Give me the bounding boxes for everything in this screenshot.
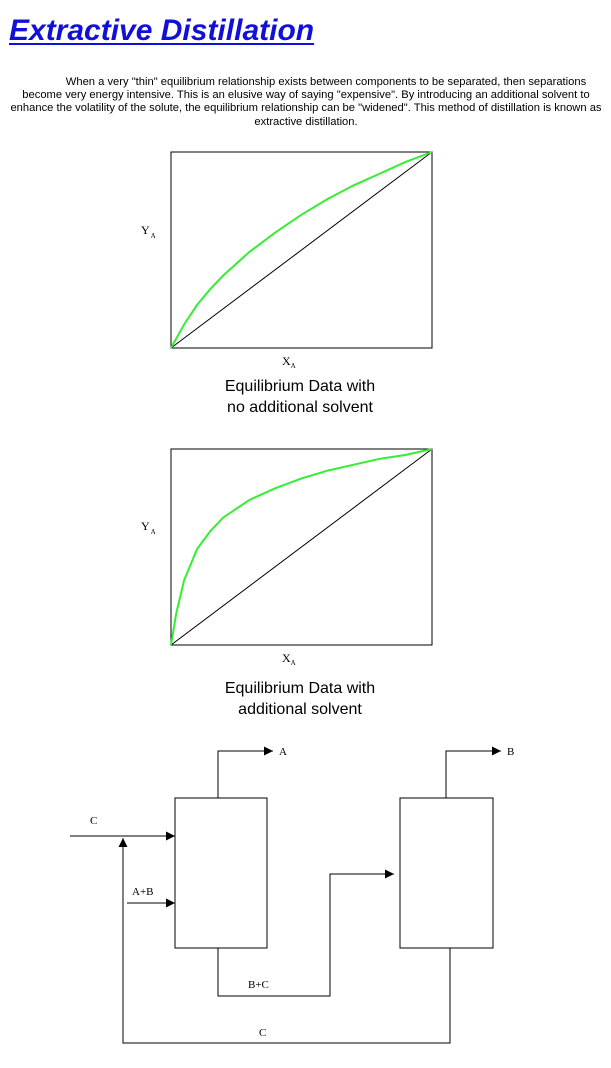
chart-caption: Equilibrium Data with no additional solv… [145,376,455,418]
diagonal-line [170,448,433,646]
bottoms-b-c-stream [217,869,394,997]
product-b-label: B [507,746,514,758]
solvent-feed-label: C [90,815,97,827]
y-axis-label: YA [141,223,156,240]
chart-no-solvent-svg: YA XA [141,151,433,370]
intro-paragraph: When a very "thin" equilibrium relations… [6,76,606,129]
product-a-stream [217,746,273,798]
chart-with-solvent-svg: YA XA [141,448,433,667]
extractive-column [174,797,268,949]
caption-line-2: additional solvent [238,701,362,718]
bottoms-b-c-label: B+C [248,979,269,991]
caption-line-1: Equilibrium Data with [224,680,376,697]
caption-line-1: Equilibrium Data with [224,378,376,395]
product-b-stream [445,746,501,798]
process-flow-diagram: A B C A+B B+C C [70,746,514,1044]
x-axis-label: XA [282,354,296,370]
intro-text: When a very "thin" equilibrium relations… [10,76,602,128]
product-a-label: A [279,746,287,758]
equilibrium-curve [170,151,433,349]
page-title: Extractive Distillation [9,14,315,47]
y-axis-label: YA [141,519,156,536]
chart-caption: Equilibrium Data with additional solvent [145,678,455,720]
caption-line-2: no additional solvent [227,399,373,416]
mixture-feed-label: A+B [132,886,153,898]
diagonal-line [170,151,433,349]
solvent-recycle-label: C [259,1027,266,1039]
x-axis-label: XA [282,651,296,667]
recovery-column [399,797,494,949]
solvent-recycle-stream [118,838,451,1044]
equilibrium-curve [170,448,433,646]
